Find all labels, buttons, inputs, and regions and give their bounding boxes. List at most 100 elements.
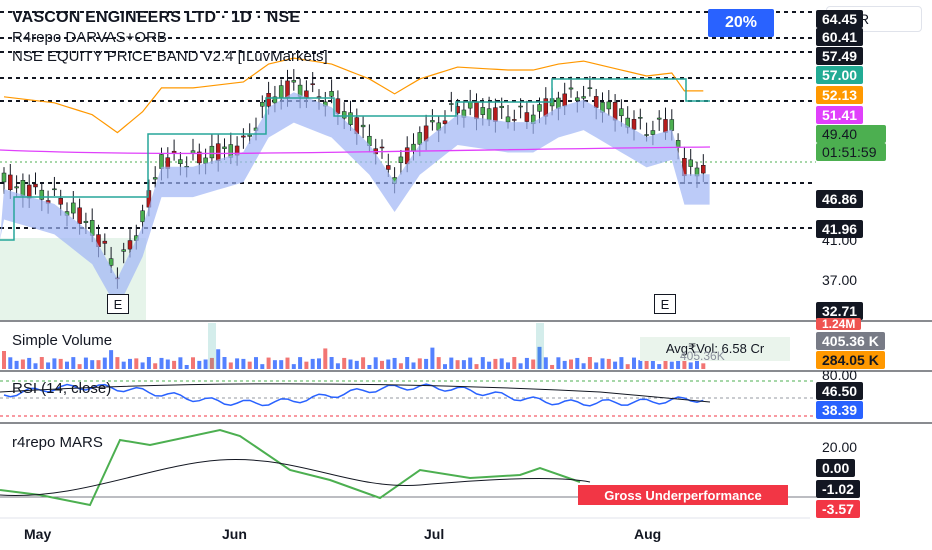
volume-bar (398, 363, 403, 369)
price-label: 01:51:59 (816, 143, 886, 161)
candle-body (442, 120, 448, 125)
candle-body (480, 107, 486, 115)
volume-bar (348, 359, 353, 369)
indicator-price-band-title[interactable]: NSE EQUITY PRICE BAND V2.4 [ILuvMarkets] (12, 48, 328, 65)
volume-bar (531, 359, 536, 369)
volume-bar (361, 357, 366, 369)
volume-bar (499, 358, 504, 369)
volume-bar (77, 364, 82, 369)
candle-body (241, 135, 246, 138)
volume-bar (329, 357, 334, 369)
volume-top-label: 1.24M (816, 317, 862, 331)
candle-body (669, 119, 675, 131)
candle-body (644, 134, 649, 136)
volume-bar (146, 357, 151, 369)
ema-cloud (0, 92, 710, 309)
candle-body (575, 97, 580, 101)
rsi-line (3, 383, 704, 407)
candle-body (663, 119, 668, 133)
volume-bar (109, 350, 114, 369)
volume-bar (58, 358, 63, 369)
volume-bar (688, 362, 693, 369)
candle-body (568, 87, 574, 90)
indicator-darvas-title[interactable]: R4repo DARVAS+ORB (12, 29, 167, 46)
candle-body (474, 101, 479, 120)
candle-body (537, 104, 542, 112)
candle-body (197, 151, 202, 164)
volume-bar (65, 361, 69, 369)
candle-body (52, 188, 57, 191)
candle-body (58, 198, 63, 205)
volume-bar (140, 362, 145, 369)
volume-pane-title[interactable]: Simple Volume (12, 332, 113, 349)
candle-body (360, 124, 366, 128)
earnings-marker-may[interactable]: E (107, 294, 129, 314)
candle-body (278, 85, 284, 98)
candle-body (26, 184, 32, 199)
volume-bar (291, 364, 296, 369)
volume-bar (581, 363, 586, 369)
volume-bar (417, 358, 422, 369)
candle-body (329, 91, 334, 97)
volume-bar (386, 359, 391, 369)
volume-bar (468, 357, 473, 369)
candle-body (140, 210, 145, 223)
candle-body (209, 145, 215, 159)
price-label: 32.71 (816, 302, 864, 320)
volume-bar (676, 358, 681, 369)
candle-body (411, 143, 416, 152)
candle-body (581, 96, 586, 99)
candle-body (512, 119, 517, 121)
volume-bar (235, 358, 240, 369)
chart-title: VASCON ENGINEERS LTD · 1D · NSE (12, 9, 301, 26)
volume-bar (682, 358, 687, 369)
candle-body (449, 103, 454, 105)
price-label: 52.13 (816, 86, 864, 104)
candle-body (77, 207, 82, 224)
volume-bar (380, 360, 384, 369)
candle-body (121, 249, 126, 252)
volume-bar (96, 360, 101, 369)
volume-bar (556, 357, 561, 369)
mars-pane-title[interactable]: r4repo MARS (12, 434, 103, 451)
candle-body (486, 108, 492, 121)
volume-bar (310, 358, 315, 369)
volume-bar (569, 359, 573, 369)
volume-bar (102, 357, 107, 369)
candle-body (247, 134, 252, 137)
volume-bar (613, 361, 618, 369)
volume-bar (159, 357, 164, 369)
candle-body (518, 105, 523, 108)
rsi-signal-line (0, 383, 711, 403)
volume-bar (203, 359, 208, 369)
candle-body (102, 240, 108, 244)
candle-body (386, 165, 391, 170)
volume-bar (20, 359, 25, 369)
volume-bar (461, 360, 466, 369)
volume-bar (537, 346, 542, 369)
rsi-pane-title[interactable]: RSI (14, close) (12, 380, 112, 397)
volume-bar (600, 358, 605, 369)
candle-body (593, 96, 599, 108)
volume-bar (71, 357, 76, 369)
candle-body (159, 154, 164, 169)
candle-body (266, 93, 271, 107)
mars-signal-line (0, 459, 591, 496)
rsi-tick: 80.00 (822, 367, 858, 383)
gross-underperformance-label: Gross Underperformance (578, 485, 788, 505)
volume-bar (524, 357, 529, 369)
candle-body (688, 159, 693, 167)
percent-badge[interactable]: 20% (708, 9, 774, 37)
volume-bar (285, 357, 290, 369)
earnings-marker-aug[interactable]: E (654, 294, 676, 314)
volume-bar (134, 358, 139, 369)
volume-bar (506, 362, 510, 369)
mars-label-neg: -3.57 (816, 500, 860, 518)
candle-body (152, 177, 158, 180)
volume-bar (115, 357, 120, 369)
volume-bar (480, 357, 485, 369)
price-tick: 41.00 (822, 232, 858, 248)
volume-bar (2, 351, 6, 369)
candle-body (215, 143, 221, 161)
